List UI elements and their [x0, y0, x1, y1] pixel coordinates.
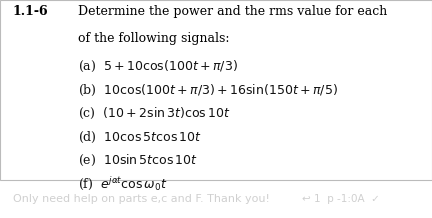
Text: (a)  $5+10\cos(100t+\pi/3)$: (a) $5+10\cos(100t+\pi/3)$: [78, 59, 238, 74]
Text: of the following signals:: of the following signals:: [78, 32, 229, 45]
Text: Determine the power and the rms value for each: Determine the power and the rms value fo…: [78, 5, 387, 18]
Text: (e)  $10\sin 5t\cos 10t$: (e) $10\sin 5t\cos 10t$: [78, 153, 198, 168]
Text: (c)  $(10+2\sin 3t)\cos 10t$: (c) $(10+2\sin 3t)\cos 10t$: [78, 106, 230, 121]
Text: (f)  $e^{j\alpha t}\cos\omega_0 t$: (f) $e^{j\alpha t}\cos\omega_0 t$: [78, 176, 167, 193]
Text: ↩ 1  p -1:0A  ✓: ↩ 1 p -1:0A ✓: [302, 194, 380, 204]
Text: (d)  $10\cos 5t\cos 10t$: (d) $10\cos 5t\cos 10t$: [78, 129, 202, 145]
Text: (b)  $10\cos(100t+\pi/3)+16\sin(150t+\pi/5)$: (b) $10\cos(100t+\pi/3)+16\sin(150t+\pi/…: [78, 83, 337, 98]
Text: 1.1-6: 1.1-6: [13, 5, 48, 18]
FancyBboxPatch shape: [0, 0, 432, 180]
Text: Only need help on parts e,c and F. Thank you!: Only need help on parts e,c and F. Thank…: [13, 194, 270, 204]
